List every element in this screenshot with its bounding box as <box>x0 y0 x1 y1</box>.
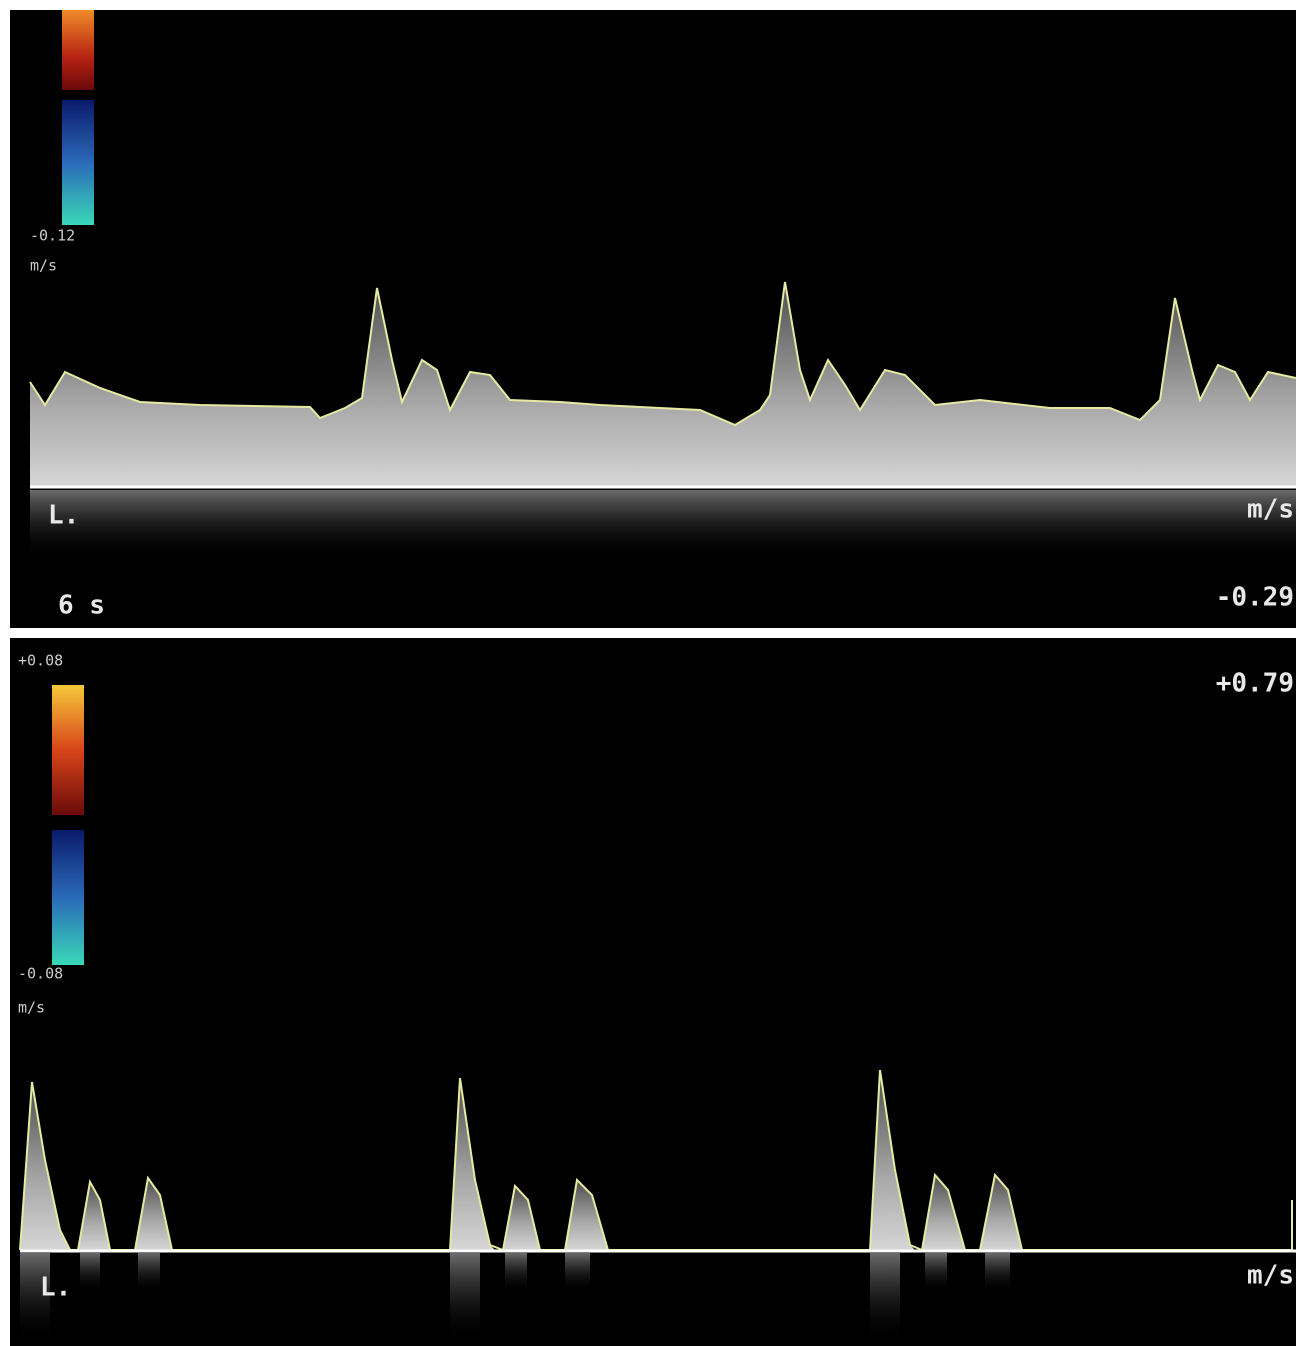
scale-unit: m/s <box>18 999 45 1017</box>
axis-unit: m/s <box>1247 1261 1294 1291</box>
scale-unit: m/s <box>30 257 57 275</box>
doppler-screen: -0.12 m/s L. m/s 6 s -0.29 +0.08 -0.08 m… <box>0 0 1296 1346</box>
spectrum-mirror <box>30 490 1296 560</box>
color-bar-negative <box>62 100 94 225</box>
axis-label: -0.29 <box>1216 583 1294 613</box>
scale-label: -0.12 <box>30 227 75 245</box>
marker: L. <box>48 501 79 531</box>
axis-label: +0.79 <box>1216 669 1294 699</box>
scale-top-label: +0.08 <box>18 652 63 670</box>
panel-top: -0.12 m/s L. m/s 6 s -0.29 <box>10 10 1296 628</box>
scale-bottom-label: -0.08 <box>18 965 63 983</box>
color-bar-positive <box>62 10 94 90</box>
panel-bottom: +0.08 -0.08 m/s +0.79 L. m/s <box>10 638 1296 1346</box>
color-bar-negative <box>52 830 84 965</box>
time-label: 6 s <box>58 591 105 621</box>
axis-unit: m/s <box>1247 495 1294 525</box>
color-bar-positive <box>52 685 84 815</box>
marker: L. <box>40 1273 71 1303</box>
panel-bg <box>10 638 1296 1346</box>
